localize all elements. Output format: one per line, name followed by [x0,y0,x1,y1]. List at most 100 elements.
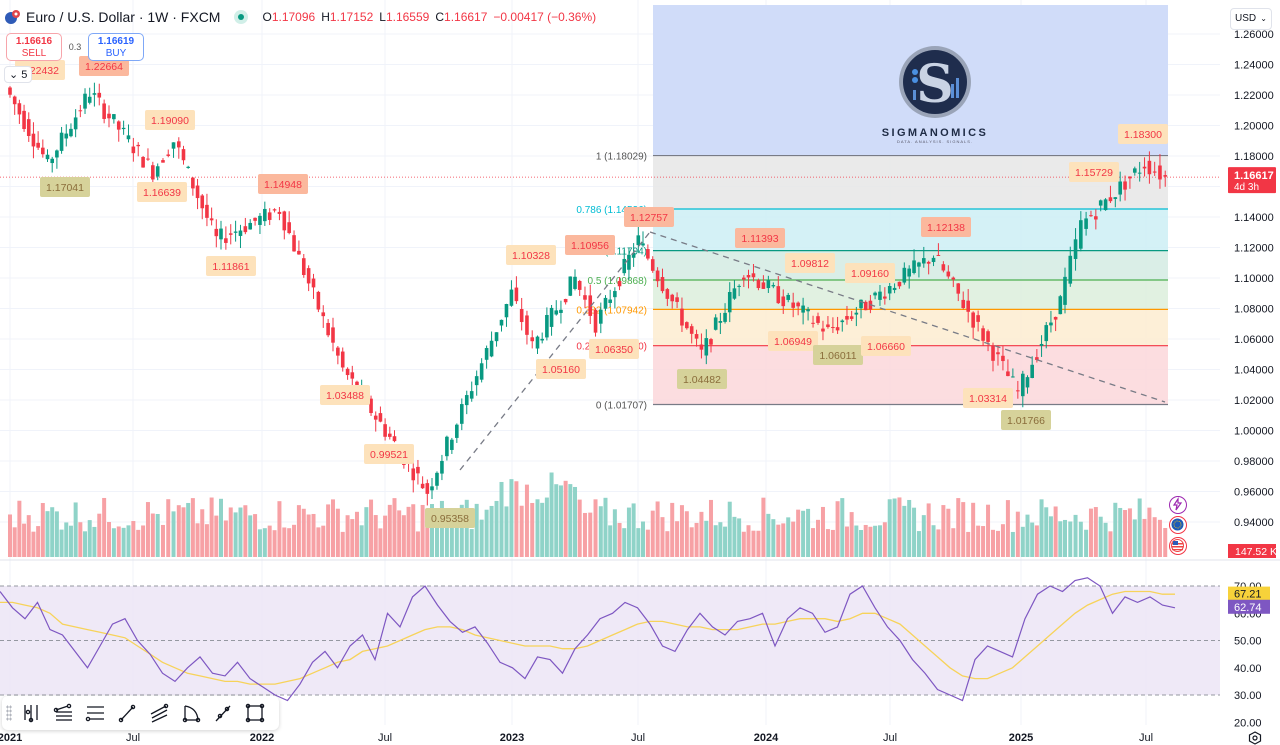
symbol-title[interactable]: Euro / U.S. Dollar · 1W · FXCM [26,9,221,25]
buy-price: 1.16619 [97,36,135,47]
volume-bar [825,529,830,557]
sell-button[interactable]: 1.16616 SELL [6,33,62,61]
volume-bar [1010,531,1015,557]
high-value: 1.17152 [329,10,374,24]
volume-bar [1118,507,1123,557]
candle-body [504,304,509,318]
candle-body [73,117,78,130]
arc-tool-icon[interactable] [178,700,204,726]
extended-line-tool-icon[interactable] [210,700,236,726]
volume-bar [951,528,956,557]
volume-bar [791,521,796,557]
volume-bars [8,472,1168,557]
trend-line-up[interactable] [459,231,651,471]
candle-body [917,262,921,267]
candles-group [8,82,1168,506]
volume-bar [238,507,243,557]
price-axis-label: 1.22000 [1234,90,1274,102]
volume-bar [859,529,864,557]
volume-bar [489,505,494,557]
volume-badge-value: 147.52 K [1235,546,1277,558]
candle-body [723,312,727,322]
rsi-badge [1228,599,1270,614]
volume-bar [387,504,392,557]
volume-bar [612,509,617,557]
candle-body [87,96,92,103]
price-axis-label: 0.96000 [1234,487,1274,499]
pitchfork-tool-icon[interactable] [18,700,44,726]
volume-bar [257,529,262,557]
volume-bar [267,525,272,557]
volume-bar [454,509,459,557]
candle-body [228,233,233,235]
volume-bar [746,525,751,557]
volume-bar [26,515,31,557]
volume-bar [415,531,420,557]
volume-bar [622,528,627,557]
volume-bar [430,504,434,557]
volume-bar [976,525,981,557]
eu-event-icon[interactable] [1169,516,1187,534]
candle-body [1068,255,1073,284]
candle-body [1094,216,1098,220]
low-value: 1.16559 [385,10,430,24]
volume-bar [936,529,941,557]
candle-body [17,103,22,115]
volume-bar [383,515,388,557]
buy-button[interactable]: 1.16619 BUY [88,33,144,61]
volume-bar [689,527,694,557]
volume-bar [449,516,454,557]
candle-body [435,472,439,486]
candle-body [430,486,434,491]
volume-bar [195,523,200,557]
volume-bar [1098,516,1103,557]
candle-body [863,301,868,311]
candle-body [756,280,761,289]
us-event-icon[interactable] [1169,537,1187,555]
candle-body [112,114,116,120]
rsi-ma-line [0,590,1175,685]
chevron-down-icon: ⌄ [9,69,19,81]
candle-body [282,211,287,231]
candle-body [78,110,83,112]
volume-bar [694,522,699,557]
candle-body [41,147,45,155]
candle-body [617,280,622,287]
swing-label-box [565,235,615,255]
drag-handle[interactable] [6,705,12,721]
swing-label: 1.15729 [1075,167,1113,179]
candle-body [191,177,195,189]
horizontal-lines-tool-icon[interactable] [82,700,108,726]
swing-label-box [40,177,90,197]
price-axis-label: 1.24000 [1234,60,1274,72]
parallel-channel-tool-icon[interactable] [146,700,172,726]
lightning-event-icon[interactable] [1169,496,1187,514]
volume-bar [636,528,641,557]
chart-settings-icon[interactable] [1248,731,1262,745]
volume-bar [40,503,45,557]
candle-body [1128,176,1132,179]
trend-line-down[interactable] [649,231,1166,403]
swing-label-box [1001,410,1051,430]
candle-body [549,307,554,327]
candle-body [31,133,36,147]
candle-body [887,286,892,294]
candle-body [1137,172,1142,174]
indicators-collapse-button[interactable]: ⌄ 5 [4,66,33,83]
time-axis-label: Jul [1139,732,1153,744]
volume-bar [223,520,228,557]
rectangle-tool-icon[interactable] [242,700,268,726]
volume-bar [292,524,297,557]
volume-bar [713,525,718,557]
volume-bar [8,514,12,557]
candle-body [796,302,800,307]
price-axis-label: 1.26000 [1234,29,1274,41]
candle-body [22,110,26,130]
currency-select[interactable]: USD ⌄ [1230,8,1272,30]
open-label: O [262,10,272,24]
chevron-down-icon: ⌄ [1260,14,1267,23]
trend-line-tool-icon[interactable] [114,700,140,726]
candle-body [345,368,350,376]
fib-retracement-tool-icon[interactable] [50,700,76,726]
